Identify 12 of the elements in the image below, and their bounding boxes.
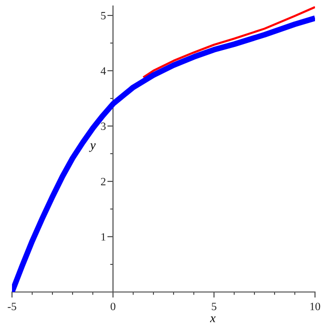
x-tick-label: -5 xyxy=(8,302,16,310)
x-tick-label: 10 xyxy=(310,302,320,310)
y-tick-label: 4 xyxy=(100,67,106,75)
y-tick-label: 1 xyxy=(101,233,106,241)
x-tick-label: 5 xyxy=(212,302,216,310)
y-tick-label: 3 xyxy=(101,122,106,130)
y-axis-title: y xyxy=(89,143,96,152)
y-tick-label: 5 xyxy=(101,12,106,20)
line-series xyxy=(142,6,315,78)
x-axis-title: x xyxy=(210,316,216,322)
x-tick-label: 0 xyxy=(110,302,116,310)
y-tick-label: 2 xyxy=(100,178,106,186)
